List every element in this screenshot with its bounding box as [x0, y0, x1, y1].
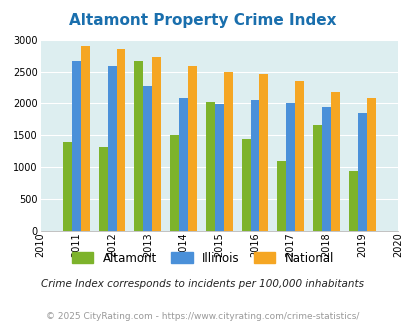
Bar [214, 104, 223, 231]
Bar [250, 100, 259, 231]
Bar [357, 113, 366, 231]
Text: © 2025 CityRating.com - https://www.cityrating.com/crime-statistics/: © 2025 CityRating.com - https://www.city… [46, 312, 359, 321]
Bar [170, 135, 179, 231]
Legend: Altamont, Illinois, National: Altamont, Illinois, National [67, 247, 338, 269]
Bar [259, 74, 268, 231]
Bar [107, 66, 116, 231]
Bar [116, 49, 125, 231]
Bar [294, 81, 303, 231]
Bar [348, 171, 357, 231]
Bar [143, 86, 152, 231]
Bar [152, 57, 161, 231]
Text: Crime Index corresponds to incidents per 100,000 inhabitants: Crime Index corresponds to incidents per… [41, 279, 364, 289]
Bar [98, 147, 107, 231]
Bar [63, 142, 72, 231]
Bar [312, 125, 321, 231]
Bar [277, 161, 286, 231]
Bar [286, 103, 294, 231]
Bar [330, 92, 339, 231]
Bar [72, 61, 81, 231]
Bar [179, 98, 188, 231]
Bar [81, 46, 90, 231]
Bar [134, 61, 143, 231]
Bar [321, 107, 330, 231]
Bar [241, 139, 250, 231]
Text: Altamont Property Crime Index: Altamont Property Crime Index [69, 13, 336, 28]
Bar [223, 72, 232, 231]
Bar [205, 102, 214, 231]
Bar [366, 98, 375, 231]
Bar [188, 66, 196, 231]
